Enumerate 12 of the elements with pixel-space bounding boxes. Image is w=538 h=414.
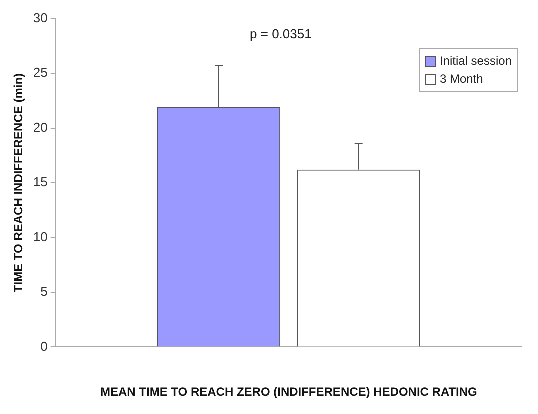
y-tick-label: 30: [33, 10, 48, 26]
y-tick-label: 10: [33, 229, 48, 244]
text: 3 Month: [440, 72, 484, 86]
legend-label: Initial session: [440, 54, 512, 68]
y-tick-label: 5: [40, 284, 48, 300]
x-axis-title: MEAN TIME TO REACH ZERO (INDIFFERENCE) HEDONIC RATING: [100, 385, 478, 400]
y-tick-label: 25: [33, 65, 48, 80]
y-axis-title: TIME TO REACH INDIFFERENCE (min): [12, 73, 26, 293]
y-tick-label: 20: [33, 120, 48, 135]
y-tick-label: 0: [40, 338, 48, 354]
y-tick-label: 15: [33, 174, 48, 190]
annotation: p = 0.0351: [250, 26, 312, 42]
